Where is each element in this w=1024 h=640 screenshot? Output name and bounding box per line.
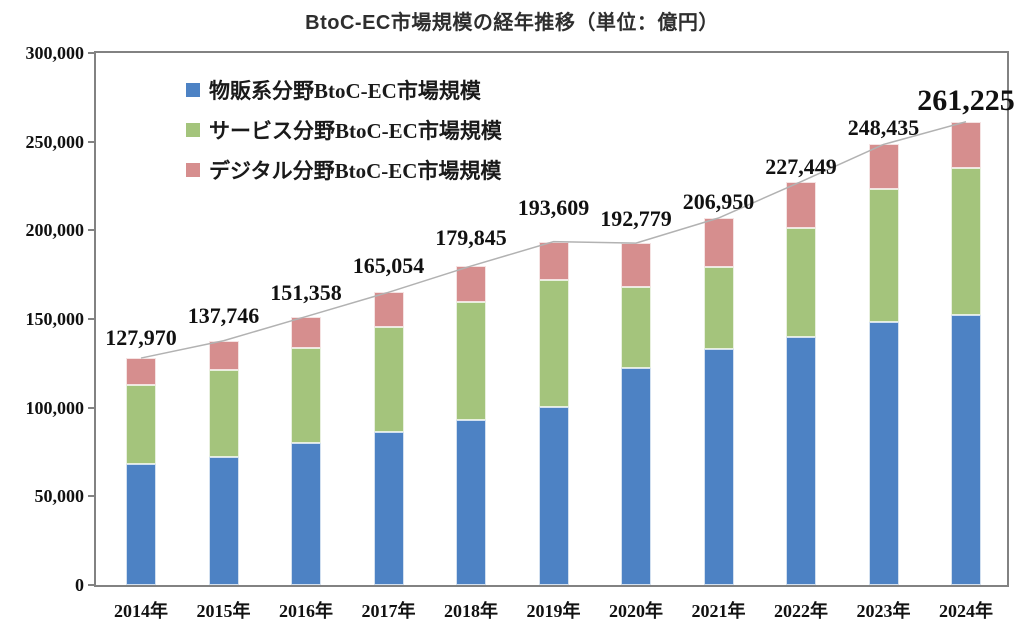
y-tick-mark <box>88 140 94 143</box>
total-label: 179,845 <box>435 225 507 251</box>
legend-swatch <box>186 163 200 177</box>
y-tick-mark <box>88 495 94 498</box>
y-tick-label: 300,000 <box>25 43 85 63</box>
bar-segment <box>703 349 734 585</box>
bar-segment <box>621 243 651 287</box>
y-tick-mark <box>88 406 94 409</box>
legend-swatch <box>186 123 200 137</box>
bar-segment <box>951 315 981 585</box>
x-tick-label: 2022年 <box>774 601 828 621</box>
bar-segment <box>456 266 486 303</box>
x-tick-label: 2014年 <box>114 601 168 621</box>
bar-segment <box>208 456 239 585</box>
legend-item: デジタル分野BtoC-EC市場規模 <box>186 157 501 183</box>
x-tick-label: 2015年 <box>196 601 251 621</box>
bar-segment <box>456 420 486 585</box>
y-tick-mark <box>88 318 94 320</box>
total-label: 193,609 <box>517 194 590 220</box>
legend-label: デジタル分野BtoC-EC市場規模 <box>209 159 502 183</box>
x-tick-label: 2018年 <box>444 601 498 621</box>
bar-segment <box>621 286 651 369</box>
bar-segment <box>126 464 156 585</box>
bar-segment <box>703 218 734 268</box>
x-tick-label: 2020年 <box>609 601 663 621</box>
bar-segment <box>951 167 981 315</box>
bar-segment <box>868 189 899 322</box>
x-tick-label: 2016年 <box>279 601 333 621</box>
legend-label: 物販系分野BtoC-EC市場規模 <box>209 79 481 103</box>
bar-segment <box>786 181 816 228</box>
x-tick-label: 2021年 <box>691 601 746 621</box>
bar-segment <box>208 340 239 370</box>
total-label: 137,746 <box>187 302 260 328</box>
y-tick-mark <box>88 52 94 54</box>
bar-segment <box>291 348 321 444</box>
bar-segment <box>373 432 404 585</box>
x-tick-label: 2019年 <box>526 601 581 621</box>
bar-segment <box>373 292 404 327</box>
total-label: 165,054 <box>352 253 425 279</box>
y-tick-mark <box>88 229 94 232</box>
y-tick-label: 0 <box>75 575 84 595</box>
legend-item: 物販系分野BtoC-EC市場規模 <box>186 77 481 103</box>
bar-segment <box>951 121 981 168</box>
bar-segment <box>868 321 899 585</box>
bar-segment <box>291 443 321 585</box>
total-label: 192,779 <box>600 206 672 232</box>
bar-segment <box>786 336 816 585</box>
bar-segment <box>538 406 569 585</box>
y-tick-label: 250,000 <box>25 131 85 152</box>
x-tick-label: 2017年 <box>361 601 416 621</box>
bar-segment <box>538 241 569 280</box>
y-tick-mark <box>88 584 94 586</box>
legend-item: サービス分野BtoC-EC市場規模 <box>186 117 502 143</box>
y-tick-label: 150,000 <box>25 309 85 329</box>
y-tick-label: 50,000 <box>34 486 85 507</box>
bar-segment <box>291 316 321 349</box>
bar-segment <box>621 368 651 585</box>
bar-segment <box>786 227 816 337</box>
y-tick-label: 200,000 <box>25 220 85 241</box>
bar-segment <box>868 144 899 190</box>
bar-segment <box>126 358 156 385</box>
bar-segment <box>373 326 404 433</box>
bar-segment <box>456 302 486 421</box>
legend-label: サービス分野BtoC-EC市場規模 <box>209 119 502 143</box>
x-tick-label: 2024年 <box>939 601 993 621</box>
total-label: 206,950 <box>682 189 755 214</box>
total-label: 227,449 <box>765 153 837 179</box>
total-label: 127,970 <box>105 325 177 351</box>
total-label: 151,358 <box>270 279 342 305</box>
bar-segment <box>126 384 156 465</box>
total-label: 261,225 <box>917 83 1015 117</box>
y-tick-label: 100,000 <box>25 397 85 418</box>
x-tick-label: 2023年 <box>856 601 911 621</box>
total-label: 248,435 <box>847 115 920 141</box>
plot-area: 0 50,000 100,000 150,000 200,000 250,000 300,0… <box>26 43 1015 621</box>
bar-segment <box>538 279 569 407</box>
legend-swatch <box>186 83 200 97</box>
bar-segment <box>703 267 734 350</box>
bar-segment <box>208 369 239 457</box>
chart-title: BtoC-EC市場規模の経年推移（単位：億円） <box>305 12 719 34</box>
